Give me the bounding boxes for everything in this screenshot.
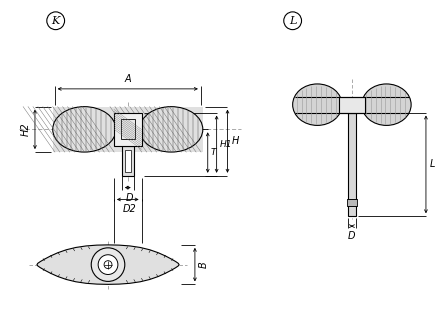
Bar [125, 150, 131, 172]
Ellipse shape [140, 107, 203, 152]
Bar [347, 199, 357, 206]
Text: H: H [232, 136, 239, 146]
Ellipse shape [53, 107, 116, 152]
Ellipse shape [362, 84, 411, 125]
Bar [339, 97, 365, 113]
Text: L: L [430, 160, 435, 170]
Bar [348, 113, 356, 216]
Text: D: D [348, 231, 356, 241]
Text: L: L [289, 16, 296, 26]
Circle shape [98, 255, 118, 274]
Bar [114, 113, 142, 146]
Ellipse shape [293, 84, 342, 125]
Text: K: K [51, 16, 60, 26]
Text: H1: H1 [220, 140, 232, 149]
Polygon shape [37, 245, 179, 284]
Circle shape [104, 261, 112, 268]
Text: D: D [126, 192, 133, 203]
Bar [53, 107, 203, 152]
Circle shape [91, 248, 125, 281]
Bar [122, 146, 134, 176]
Text: B: B [199, 261, 209, 268]
Text: A: A [124, 74, 131, 84]
Text: D2: D2 [123, 204, 136, 214]
Bar [121, 120, 135, 139]
Text: H2: H2 [21, 122, 31, 136]
Text: T: T [211, 148, 216, 157]
